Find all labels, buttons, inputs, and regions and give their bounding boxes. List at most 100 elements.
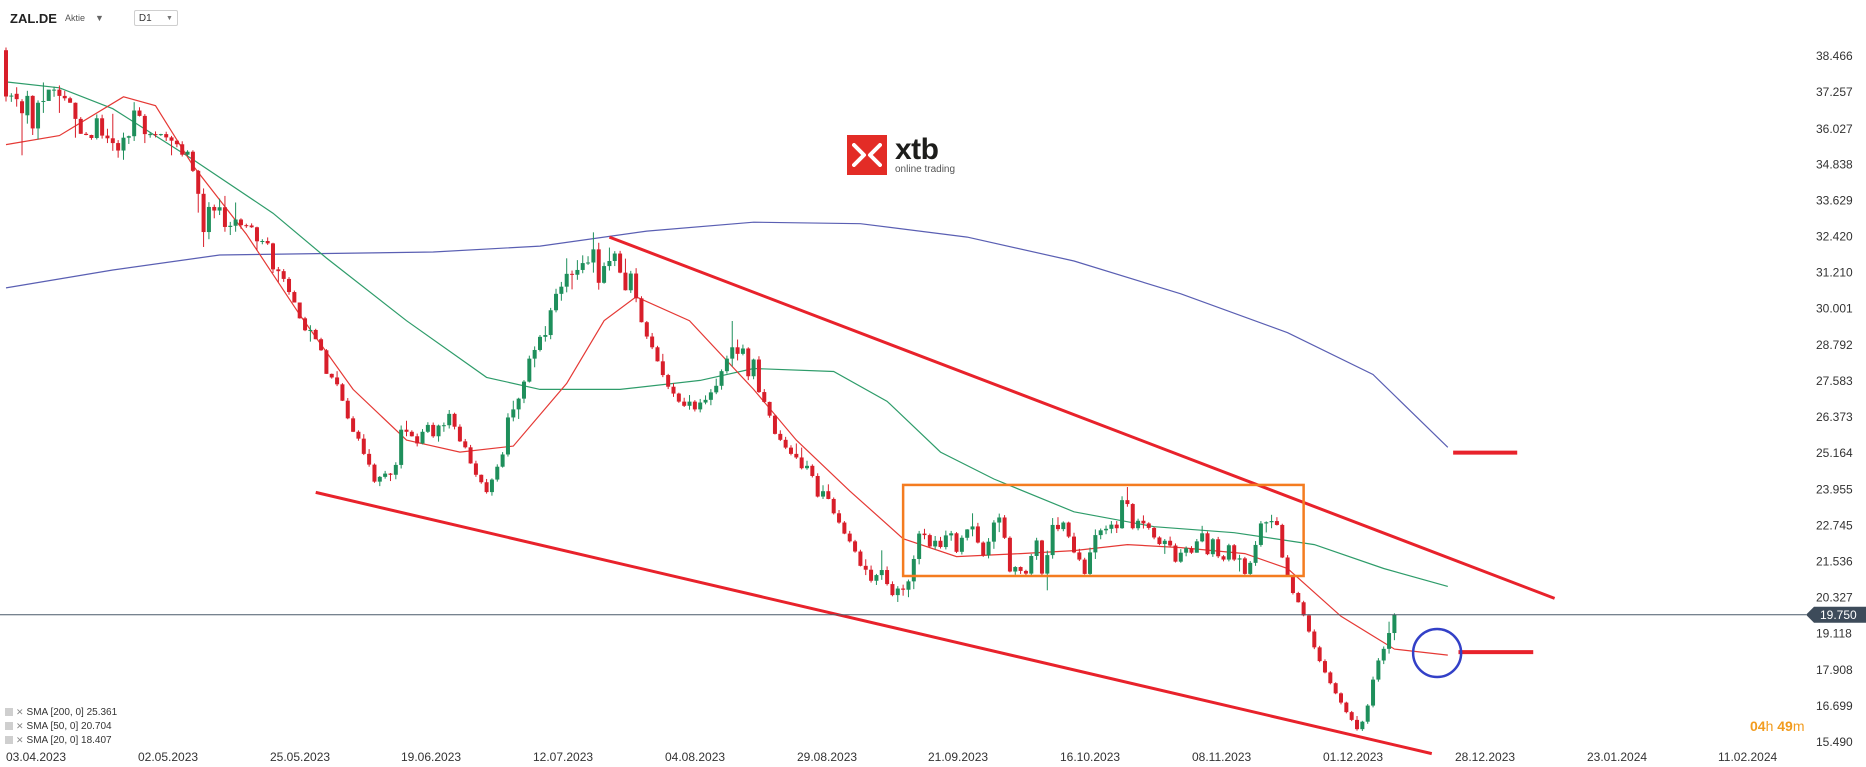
candle-body[interactable]	[1136, 520, 1141, 529]
candle-body[interactable]	[1088, 552, 1093, 574]
candle-body[interactable]	[180, 144, 185, 155]
candle-body[interactable]	[137, 110, 142, 116]
candle-body[interactable]	[623, 272, 628, 291]
candle-body[interactable]	[329, 373, 334, 378]
candle-body[interactable]	[869, 569, 874, 581]
candle-body[interactable]	[986, 541, 991, 556]
candle-body[interactable]	[762, 392, 767, 402]
candle-body[interactable]	[1269, 521, 1274, 523]
candle-body[interactable]	[420, 431, 425, 444]
candle-body[interactable]	[1066, 522, 1071, 537]
candle-body[interactable]	[1157, 537, 1162, 545]
candle-body[interactable]	[1312, 631, 1317, 648]
candle-body[interactable]	[788, 447, 793, 454]
candle-body[interactable]	[495, 466, 500, 480]
candle-body[interactable]	[473, 463, 478, 475]
candle-body[interactable]	[345, 400, 350, 419]
candle-body[interactable]	[1210, 539, 1215, 555]
candle-body[interactable]	[324, 350, 329, 374]
candle-body[interactable]	[708, 392, 713, 400]
candle-body[interactable]	[404, 429, 409, 432]
candle-body[interactable]	[1376, 660, 1381, 680]
candle-body[interactable]	[1360, 721, 1365, 730]
candle-body[interactable]	[1392, 614, 1397, 634]
legend-item-sma50[interactable]: ✕ SMA [50, 0] 20.704	[5, 719, 117, 733]
candle-body[interactable]	[388, 473, 393, 475]
candle-body[interactable]	[126, 136, 131, 138]
candle-body[interactable]	[970, 526, 975, 530]
candle-body[interactable]	[1237, 558, 1242, 560]
candle-body[interactable]	[1168, 540, 1173, 546]
candle-body[interactable]	[399, 429, 404, 465]
candle-body[interactable]	[874, 575, 879, 581]
candle-body[interactable]	[1130, 504, 1135, 529]
symbol-dropdown-caret-icon[interactable]: ▼	[94, 13, 104, 23]
candle-body[interactable]	[1349, 712, 1354, 720]
candle-body[interactable]	[687, 401, 692, 406]
candle-body[interactable]	[1301, 602, 1306, 616]
candle-body[interactable]	[1002, 517, 1007, 538]
candle-body[interactable]	[778, 433, 783, 440]
candle-body[interactable]	[858, 551, 863, 566]
consolidation-range-box[interactable]	[901, 483, 1305, 578]
candle-body[interactable]	[527, 358, 532, 382]
candle-body[interactable]	[805, 465, 809, 469]
candle-body[interactable]	[287, 278, 292, 293]
candle-body[interactable]	[959, 537, 964, 552]
candle-body[interactable]	[682, 401, 687, 406]
candle-body[interactable]	[1381, 648, 1386, 661]
candle-body[interactable]	[409, 431, 414, 437]
candle-body[interactable]	[666, 375, 671, 387]
candle-body[interactable]	[196, 170, 201, 194]
candle-body[interactable]	[842, 522, 847, 534]
candle-body[interactable]	[153, 134, 158, 136]
candle-body[interactable]	[1344, 702, 1349, 713]
candle-body[interactable]	[890, 584, 895, 596]
candle-body[interactable]	[500, 454, 505, 467]
candle-body[interactable]	[570, 273, 575, 275]
candle-body[interactable]	[335, 377, 340, 385]
candle-body[interactable]	[1333, 683, 1338, 694]
candle-body[interactable]	[244, 225, 249, 227]
candle-body[interactable]	[249, 225, 254, 228]
candle-body[interactable]	[46, 89, 51, 101]
candle-body[interactable]	[1194, 541, 1199, 553]
candle-body[interactable]	[383, 473, 388, 477]
candle-body[interactable]	[1173, 545, 1178, 562]
timeframe-select[interactable]: D1 ▼	[133, 10, 178, 26]
candle-body[interactable]	[190, 151, 195, 171]
candle-body[interactable]	[158, 134, 163, 136]
candle-body[interactable]	[377, 476, 382, 482]
candle-body[interactable]	[1029, 555, 1034, 574]
candle-body[interactable]	[650, 336, 655, 348]
channel-lower-trendline[interactable]	[315, 490, 1433, 756]
candle-body[interactable]	[639, 298, 644, 323]
candle-body[interactable]	[1296, 593, 1301, 603]
candle-body[interactable]	[1339, 693, 1343, 703]
candle-body[interactable]	[1290, 575, 1295, 594]
candle-body[interactable]	[1258, 523, 1263, 545]
candle-body[interactable]	[1013, 567, 1018, 572]
candle-body[interactable]	[36, 102, 41, 129]
candle-body[interactable]	[281, 271, 286, 279]
candle-body[interactable]	[1061, 522, 1066, 530]
candle-body[interactable]	[1248, 562, 1253, 574]
indicator-settings-icon[interactable]	[5, 736, 13, 744]
candle-body[interactable]	[105, 135, 110, 139]
legend-item-sma20[interactable]: ✕ SMA [20, 0] 18.407	[5, 733, 117, 747]
candle-body[interactable]	[596, 249, 601, 283]
candle-body[interactable]	[521, 381, 526, 399]
legend-item-sma200[interactable]: ✕ SMA [200, 0] 25.361	[5, 705, 117, 719]
candle-body[interactable]	[1120, 500, 1125, 529]
candle-body[interactable]	[463, 441, 468, 448]
candle-body[interactable]	[313, 329, 318, 340]
candle-body[interactable]	[9, 95, 14, 97]
candle-body[interactable]	[1285, 557, 1290, 576]
remove-indicator-icon[interactable]: ✕	[16, 734, 24, 745]
candle-body[interactable]	[1242, 558, 1247, 574]
candle-body[interactable]	[746, 348, 751, 377]
candle-body[interactable]	[794, 453, 799, 458]
candle-body[interactable]	[1077, 552, 1082, 560]
candle-body[interactable]	[837, 513, 842, 523]
candle-body[interactable]	[644, 322, 649, 337]
